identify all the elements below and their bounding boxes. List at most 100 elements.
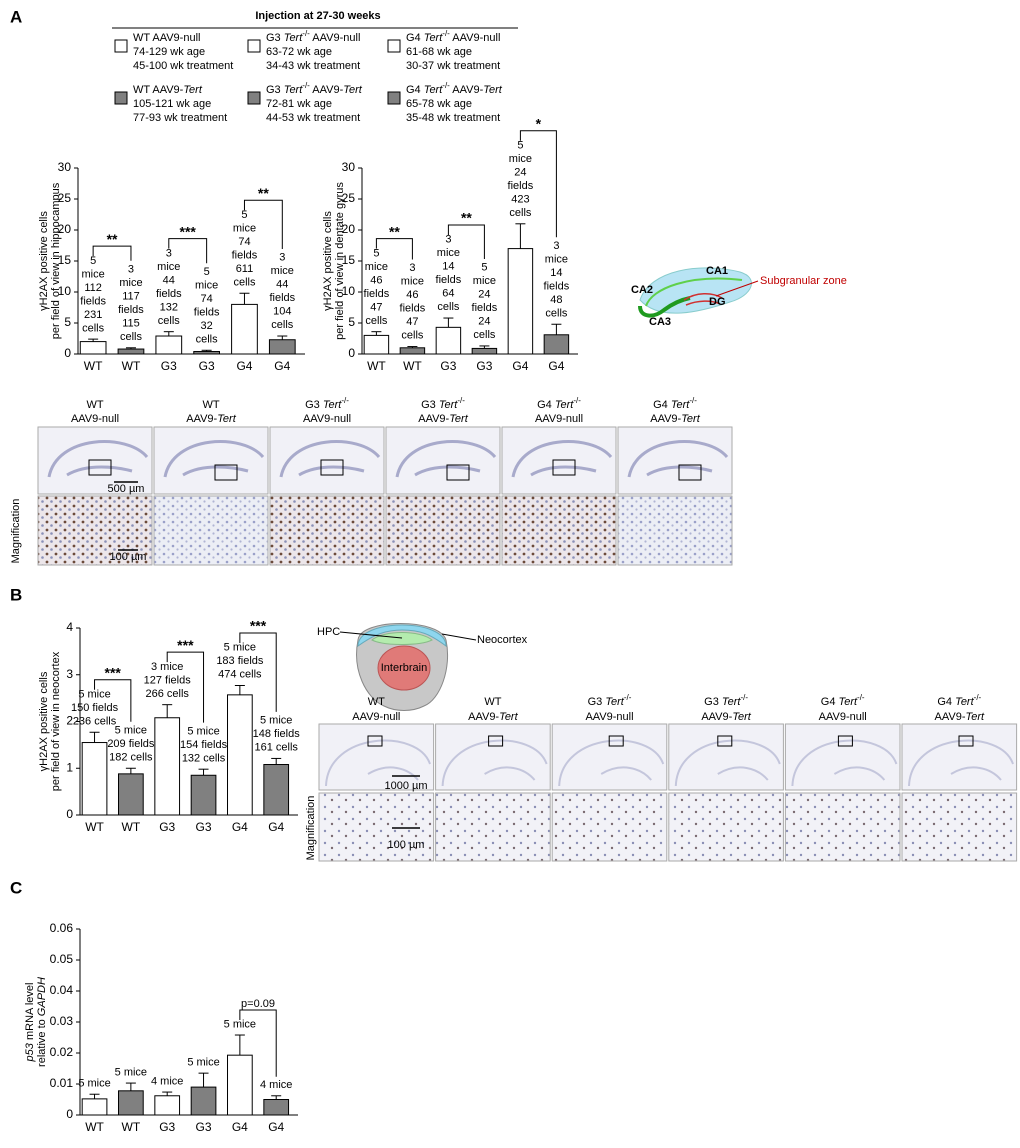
bar-annotation: fields — [472, 302, 498, 314]
bar — [81, 742, 108, 816]
legend-detail: 61-68 wk age — [406, 46, 472, 58]
bar-annotation: mice — [473, 275, 496, 287]
bar-annotation: 3 — [409, 262, 415, 274]
x-tick-label: G3 — [196, 1120, 212, 1134]
image-header-part: -/- — [689, 396, 697, 405]
image-header: G4 Tert-/- — [937, 693, 981, 708]
image-header: AAV9-null — [303, 413, 351, 425]
bar-annotation: mice — [119, 277, 142, 289]
bar-annotation: 236 cells — [73, 715, 117, 727]
y-tick-label: 20 — [58, 222, 72, 236]
bar-annotation: 611 — [236, 263, 254, 275]
legend-detail: 63-72 wk age — [266, 46, 332, 58]
image-header-part: AAV9-null — [71, 413, 119, 425]
legend-label-part: G4 — [406, 32, 424, 44]
significance-label: ** — [389, 223, 400, 239]
legend-label-part: AAV9-null — [310, 32, 361, 44]
legend-detail: 30-37 wk treatment — [406, 60, 500, 72]
bar-annotation: cells — [196, 333, 219, 345]
y-tick-label: 0.03 — [50, 1014, 74, 1028]
x-tick-label: WT — [403, 359, 422, 373]
bar-annotation: fields — [232, 249, 258, 261]
tissue — [627, 440, 729, 478]
y-tick-label: 15 — [58, 253, 72, 267]
bar — [154, 717, 181, 816]
y-tick-label: 20 — [342, 222, 356, 236]
x-tick-label: G4 — [274, 359, 290, 373]
tissue — [325, 739, 431, 787]
diagram-label: DG — [709, 296, 726, 308]
x-tick-label: WT — [122, 820, 141, 834]
y-tick-label: 0 — [66, 807, 73, 821]
legend-label: G4 Tert-/- AAV9-null — [406, 29, 500, 44]
bar-annotation: 24 — [514, 166, 526, 178]
y-tick-label: 0.04 — [50, 983, 74, 997]
x-tick-label: G4 — [548, 359, 564, 373]
zoom-box — [717, 735, 733, 747]
bar-annotation: 44 — [276, 279, 288, 291]
bar-annotation: 266 cells — [145, 688, 189, 700]
bar — [231, 303, 258, 355]
x-tick-label: G3 — [440, 359, 456, 373]
y-tick-label: 0 — [64, 346, 71, 360]
image-header-part: Tert — [499, 711, 518, 723]
y-tick-label: 5 — [348, 315, 355, 329]
bar-annotation: 161 cells — [254, 742, 298, 754]
bar — [190, 1086, 217, 1116]
image-header-part: Tert — [449, 413, 468, 425]
bar-annotation: 44 — [163, 274, 175, 286]
y-axis-label-part: γH2AX positive cells — [322, 211, 334, 311]
y-axis-label-part: mRNA level — [24, 983, 36, 1044]
image-header-part: AAV9- — [701, 711, 732, 723]
legend-label-part: WT AAV9-null — [133, 32, 200, 44]
bar-annotation: fields — [364, 288, 390, 300]
legend-label-part: Tert — [343, 84, 362, 96]
image-header-part: WT — [86, 399, 103, 411]
y-axis-label-part: relative to — [36, 1016, 48, 1067]
bar-annotation: 47 — [406, 316, 418, 328]
legend-label: WT AAV9-Tert — [133, 84, 203, 96]
micrograph-magnified — [501, 495, 617, 566]
significance-label: * — [536, 116, 542, 132]
significance-bracket — [239, 1009, 277, 1077]
legend-label-part: Tert — [284, 32, 303, 44]
bar-annotation: fields — [156, 288, 182, 300]
bar-annotation: mice — [82, 268, 105, 280]
significance-label: *** — [105, 664, 122, 680]
image-header-part: WT — [484, 696, 501, 708]
bar-annotation: 48 — [550, 294, 562, 306]
image-header: AAV9-Tert — [468, 711, 518, 723]
x-tick-label: G3 — [161, 359, 177, 373]
image-header-part: -/- — [974, 693, 982, 702]
legend-detail: 44-53 wk treatment — [266, 112, 360, 124]
bar-annotation: 5 — [241, 209, 247, 221]
bar-annotation: 5 mice — [115, 1066, 147, 1078]
significance-label: ** — [107, 231, 118, 247]
y-axis-label: γH2AX positive cells — [38, 211, 50, 311]
micrograph — [901, 723, 1018, 791]
bar-annotation: 5 mice — [224, 642, 256, 654]
image-header-part: G3 — [421, 399, 439, 411]
bar-annotation: fields — [544, 280, 570, 292]
y-tick-label: 0.02 — [50, 1045, 74, 1059]
x-tick-label: G4 — [268, 820, 284, 834]
bar-annotation: 24 — [478, 289, 490, 301]
bar-annotation: 127 fields — [144, 674, 192, 686]
y-axis-label: relative to GAPDH — [36, 977, 48, 1067]
diagram-label: HPC — [317, 626, 340, 638]
bar-annotation: mice — [401, 276, 424, 288]
bar-annotation: fields — [400, 303, 426, 315]
bar — [155, 335, 183, 355]
y-tick-label: 30 — [342, 160, 356, 174]
y-axis-label-part: γH2AX positive cells — [38, 671, 50, 771]
legend-label: G3 Tert-/- AAV9-null — [266, 29, 360, 44]
zoom-box — [837, 735, 853, 747]
bar — [118, 1090, 144, 1116]
y-tick-label: 0.05 — [50, 952, 74, 966]
image-header-part: Tert — [955, 696, 974, 708]
micrograph-magnified — [153, 495, 269, 566]
bar-annotation: 112 — [84, 282, 102, 294]
micrograph — [668, 723, 784, 791]
bar-annotation: 104 — [273, 306, 291, 318]
image-header: WT — [368, 696, 385, 708]
